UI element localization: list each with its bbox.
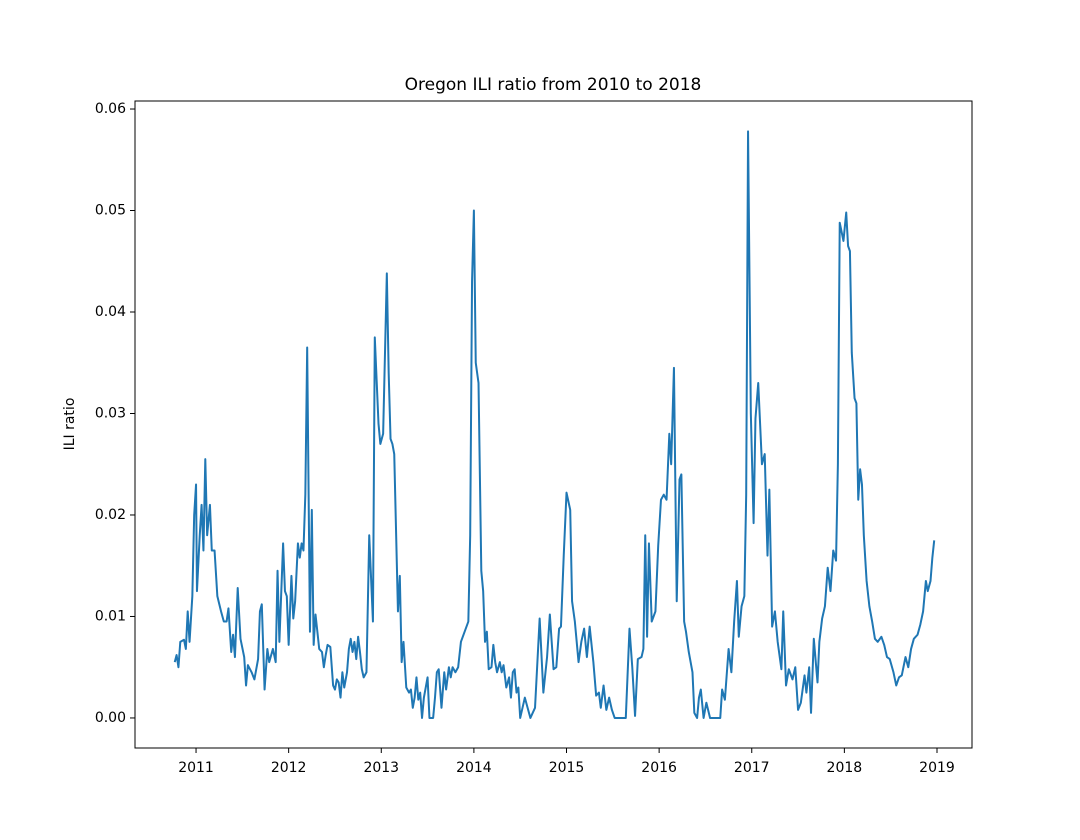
- x-tick-label: 2017: [734, 760, 770, 776]
- x-tick-label: 2015: [549, 760, 585, 776]
- y-tick-label: 0.03: [95, 405, 126, 421]
- y-axis-label: ILI ratio: [62, 398, 78, 451]
- y-tick-label: 0.04: [95, 304, 126, 320]
- y-tick-label: 0.00: [95, 710, 126, 726]
- x-tick-label: 2011: [178, 760, 214, 776]
- x-tick-label: 2012: [271, 760, 307, 776]
- y-tick-label: 0.02: [95, 507, 126, 523]
- plot-frame: [134, 100, 973, 749]
- data-line: [173, 130, 936, 719]
- x-tick-label: 2016: [641, 760, 677, 776]
- x-tick-label: 2018: [827, 760, 863, 776]
- chart-title: Oregon ILI ratio from 2010 to 2018: [405, 75, 702, 95]
- x-tick-label: 2019: [919, 760, 955, 776]
- y-tick-label: 0.06: [95, 101, 126, 117]
- x-tick-label: 2013: [363, 760, 399, 776]
- y-tick-label: 0.05: [95, 203, 126, 219]
- x-tick-label: 2014: [456, 760, 492, 776]
- y-tick-label: 0.01: [95, 608, 126, 624]
